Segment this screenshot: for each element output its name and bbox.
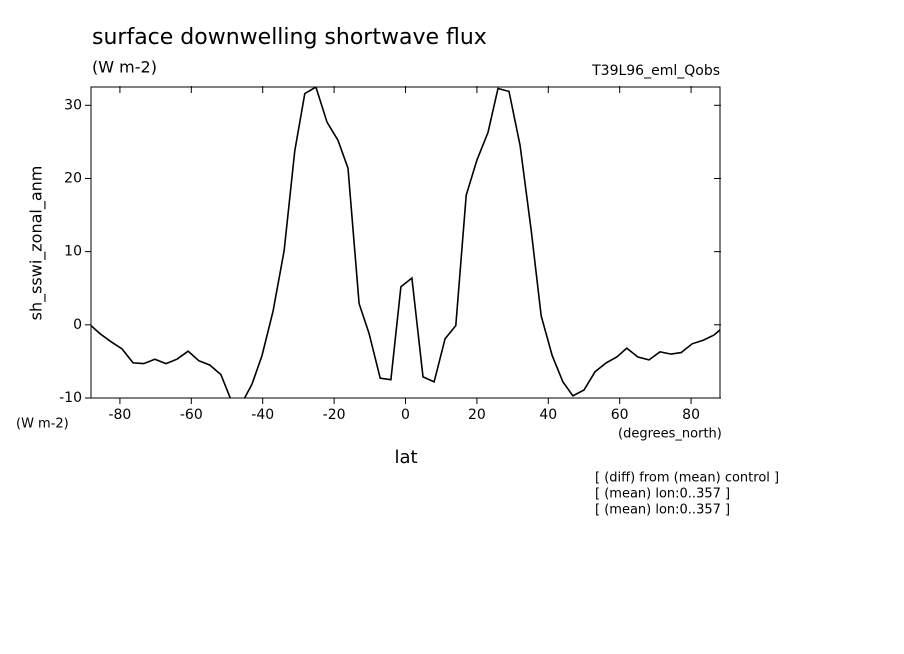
x-tick-label: -20	[323, 407, 346, 423]
y-units: (W m-2)	[16, 417, 69, 432]
x-tick-label: -80	[108, 407, 131, 423]
x-tick-label: -60	[180, 407, 203, 423]
y-tick-label: 10	[64, 244, 82, 260]
x-tick-label: 60	[611, 407, 629, 423]
data-line	[91, 87, 720, 398]
chart-subtitle: (W m-2)	[92, 58, 157, 77]
note: [ (diff) from (mean) control ]	[595, 471, 779, 486]
y-tick-label: 20	[64, 170, 82, 186]
x-units: (degrees_north)	[618, 427, 722, 442]
y-tick-label: 30	[64, 97, 82, 113]
y-tick-label: -10	[59, 390, 82, 406]
x-tick-label: 80	[682, 407, 700, 423]
notes: [ (diff) from (mean) control ][ (mean) l…	[595, 471, 779, 518]
note: [ (mean) lon:0..357 ]	[595, 503, 730, 518]
x-tick-label: 0	[401, 407, 410, 423]
note: [ (mean) lon:0..357 ]	[595, 487, 730, 502]
x-tick-label: 20	[468, 407, 486, 423]
run-label: T39L96_eml_Qobs	[591, 63, 720, 79]
y-axis-label: sh_sswi_zonal_anm	[27, 166, 47, 321]
x-tick-label: -40	[251, 407, 274, 423]
y-tick-label: 0	[73, 317, 82, 333]
x-tick-label: 40	[539, 407, 557, 423]
x-axis-label: lat	[394, 447, 417, 468]
chart-title: surface downwelling shortwave flux	[92, 25, 487, 50]
